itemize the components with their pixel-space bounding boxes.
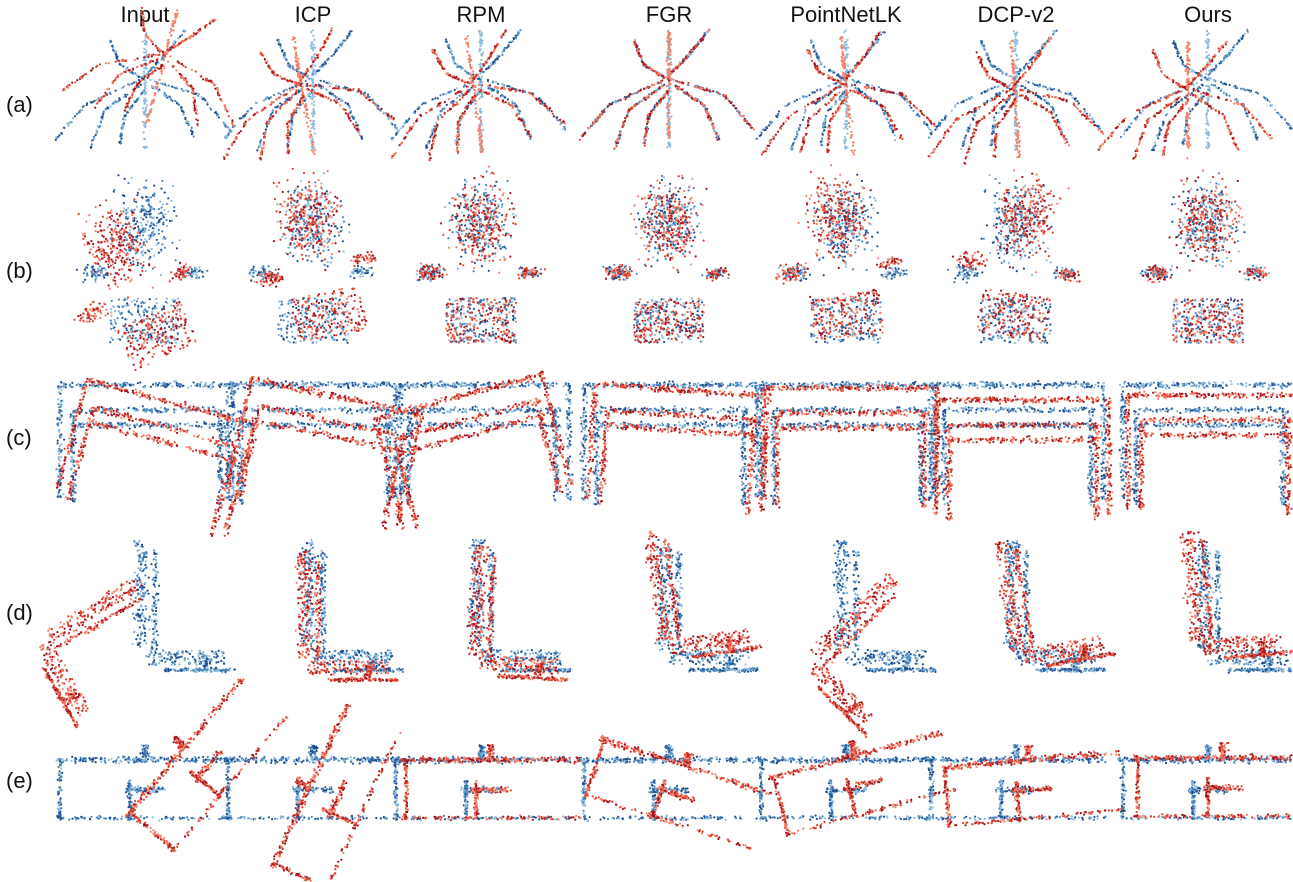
panel-plant-3	[391, 29, 566, 162]
panel-bench-5	[757, 730, 956, 837]
panel-table-6	[927, 380, 1114, 521]
panel-flower-pot-5	[775, 164, 907, 344]
panel-bench-6	[925, 744, 1123, 828]
panel-chair-6	[995, 540, 1117, 674]
panel-table-4	[579, 380, 772, 515]
panel-chair-4	[645, 530, 762, 673]
panel-table-5	[757, 380, 942, 508]
panel-plant-2	[223, 27, 398, 160]
panel-bench-3	[390, 744, 582, 821]
panel-chair-2	[294, 539, 404, 683]
panel-flower-pot-7	[1140, 170, 1270, 345]
panel-bench-2	[222, 704, 404, 882]
panel-plant-4	[579, 29, 755, 150]
panel-chair-5	[811, 540, 937, 738]
panel-flower-pot-2	[249, 168, 377, 344]
panel-bench-1	[56, 678, 289, 852]
panel-bench-4	[578, 735, 772, 850]
panel-plant-1	[55, 7, 235, 149]
panel-flower-pot-6	[947, 169, 1081, 344]
panel-bench-7	[1117, 742, 1293, 821]
panel-table-7	[1119, 380, 1293, 515]
panel-plant-7	[1098, 28, 1293, 160]
panel-plant-6	[928, 30, 1105, 165]
panel-chair-1	[39, 540, 236, 729]
panel-flower-pot-4	[602, 175, 730, 344]
panel-chair-7	[1179, 531, 1293, 674]
panel-flower-pot-1	[73, 174, 208, 371]
panel-chair-3	[466, 539, 571, 683]
panel-plant-5	[755, 29, 936, 155]
panel-flower-pot-3	[416, 166, 546, 345]
